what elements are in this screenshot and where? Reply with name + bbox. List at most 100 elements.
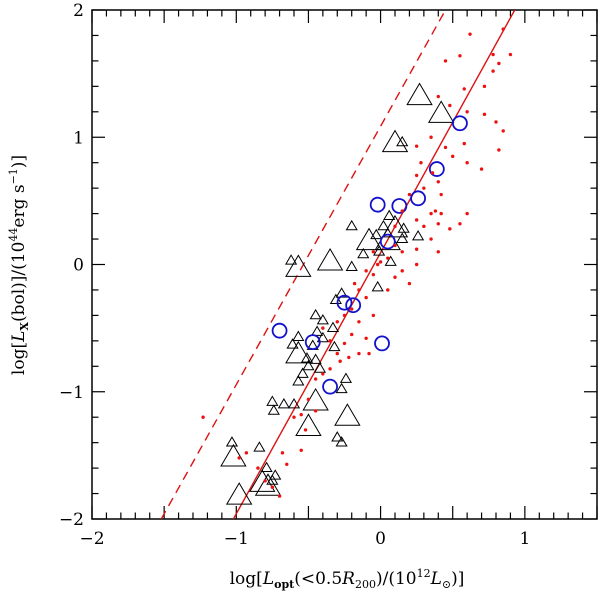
small-triangle-point (266, 395, 279, 406)
blue-circle-point (410, 190, 426, 207)
data-points (201, 27, 513, 505)
x-tick-label: 1 (519, 529, 530, 549)
red-dot-point (479, 167, 484, 171)
red-dot-point (357, 288, 361, 292)
y-tick-label: −1 (59, 383, 84, 403)
red-dot-point (371, 313, 376, 318)
red-dot-point (350, 307, 354, 311)
small-triangle-point (260, 461, 273, 473)
small-triangle-point (326, 321, 340, 333)
red-dot-point (364, 269, 368, 273)
large-triangle-point (334, 403, 361, 426)
red-dot-point (367, 351, 371, 356)
x-tick-label: −2 (79, 529, 104, 549)
red-dot-point (201, 415, 205, 419)
red-dot-point (501, 27, 505, 31)
red-dot-point (458, 222, 462, 226)
red-dot-point (422, 224, 426, 229)
blue-circle-point (369, 196, 386, 213)
red-dot-point (436, 222, 440, 226)
small-triangle-point (345, 260, 358, 271)
small-triangle-point (313, 362, 327, 373)
small-triangle-point (397, 222, 410, 233)
red-dot-point (414, 218, 419, 222)
red-dot-point (393, 224, 397, 229)
small-triangle-point (328, 340, 341, 352)
small-triangle-point (335, 382, 348, 394)
small-triangle-point (292, 375, 305, 386)
red-dot-point (508, 52, 513, 57)
red-dot-point (335, 320, 339, 324)
red-dot-point (491, 52, 495, 57)
red-dot-point (364, 336, 368, 341)
red-dot-point (400, 250, 404, 254)
small-triangle-point (225, 436, 239, 447)
y-axis-title: log[LX(bol)]/(1044erg s−1)] (7, 155, 31, 375)
small-triangle-point (269, 469, 282, 480)
red-dot-point (270, 485, 275, 489)
red-dot-point (439, 192, 443, 197)
small-triangle-point (339, 372, 353, 383)
x-tick-label: −1 (224, 529, 249, 549)
small-triangle-point (373, 245, 386, 256)
red-dot-point (364, 295, 368, 300)
small-triangle-point (277, 397, 290, 409)
large-triangle-point (381, 214, 409, 238)
large-triangle-point (285, 340, 312, 364)
small-triangle-point (411, 230, 425, 241)
red-dot-point (429, 135, 433, 139)
red-dot-point (357, 320, 361, 324)
large-triangle-point (427, 100, 455, 123)
large-triangle-point (249, 469, 276, 492)
red-dot-point (468, 32, 472, 36)
red-dot-point (375, 262, 380, 267)
x-tick-label: 0 (375, 529, 386, 549)
red-dot-point (482, 84, 487, 89)
red-dot-point (378, 260, 383, 264)
red-dot-point (422, 186, 426, 190)
red-dot-point (256, 466, 260, 470)
red-dot-point (482, 112, 487, 117)
red-dot-point (448, 103, 452, 108)
small-triangle-point (300, 352, 314, 363)
red-dot-point (465, 161, 469, 165)
red-dot-point (400, 269, 404, 273)
large-triangle-point (316, 247, 344, 271)
red-dot-point (280, 451, 285, 455)
red-dot-point (342, 341, 347, 346)
red-dot-point (462, 87, 466, 91)
red-dot-point (292, 415, 296, 419)
red-dot-point (497, 61, 501, 66)
red-dot-point (414, 262, 419, 267)
best-fit-line (232, 10, 516, 519)
red-dot-point (393, 243, 397, 248)
red-dot-point (465, 110, 469, 114)
blue-circle-point (322, 378, 338, 395)
red-dot-point (429, 211, 433, 216)
large-triangle-point (295, 413, 322, 436)
red-dot-point (494, 120, 498, 124)
large-triangle-point (220, 443, 247, 467)
red-dot-point (321, 326, 325, 330)
red-dot-point (321, 372, 325, 376)
small-triangle-point (286, 338, 299, 349)
red-dot-point (443, 145, 448, 150)
red-dot-point (357, 351, 361, 356)
small-triangle-point (302, 359, 315, 371)
large-triangle-point (225, 482, 253, 505)
red-dot-point (277, 494, 282, 498)
red-dot-point (407, 192, 412, 197)
y-tick-label: 2 (73, 1, 84, 21)
red-dot-point (328, 339, 332, 343)
large-triangle-point (381, 129, 409, 153)
small-triangle-point (285, 254, 298, 265)
small-triangle-point (266, 474, 279, 485)
y-tick-label: 0 (73, 256, 84, 276)
red-dot-point (371, 250, 376, 254)
red-dot-point (328, 367, 332, 371)
red-dot-point (501, 129, 505, 133)
small-triangle-point (396, 232, 409, 243)
small-triangle-point (309, 308, 322, 320)
red-dot-point (237, 456, 241, 460)
